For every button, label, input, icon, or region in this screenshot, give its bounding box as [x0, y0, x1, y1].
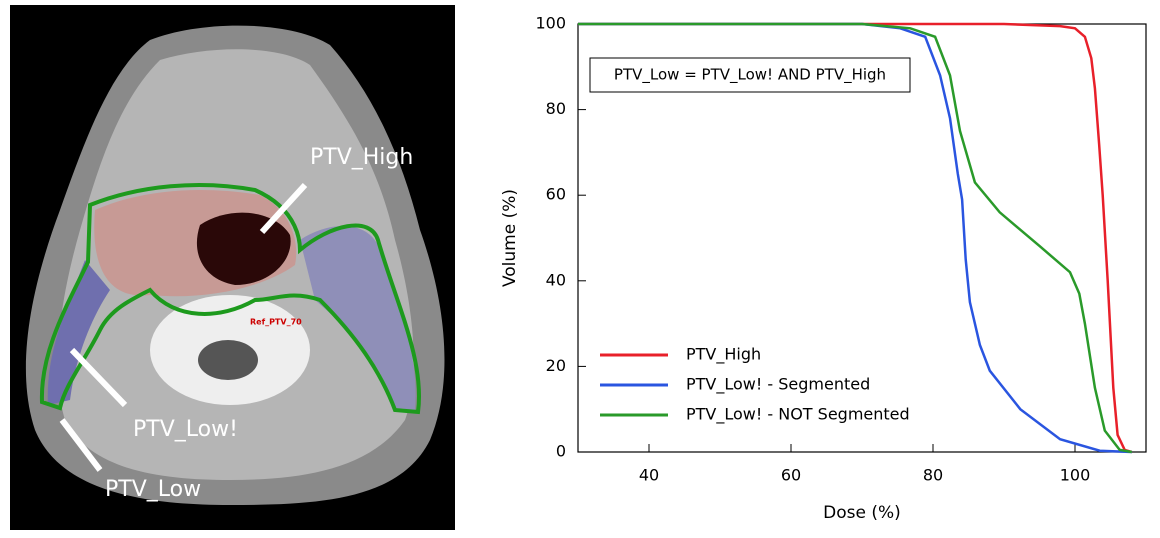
x-axis-label: Dose (%) [823, 503, 901, 523]
spinal-canal [198, 340, 258, 380]
x-tick-label: 100 [1060, 466, 1091, 485]
y-tick-label: 40 [546, 270, 566, 289]
legend-label: PTV_High [686, 345, 761, 365]
label: PTV_Low! [133, 417, 238, 442]
annotation: PTV_Low = PTV_Low! AND PTV_High [614, 66, 886, 85]
dvh-line [578, 22, 1132, 454]
x-tick-label: 40 [639, 466, 659, 485]
y-tick-label: 100 [535, 14, 566, 33]
ptv-outline [39, 183, 421, 415]
label: Ref_PTV_70 [250, 318, 302, 327]
x-tick-label: 80 [923, 466, 943, 485]
ct-image: PTV_High PTV_Low! PTV_Low Ref_PTV_70 [10, 5, 455, 530]
y-tick-label: 0 [556, 442, 566, 461]
annotation-box [589, 57, 911, 93]
y-tick-label: 80 [546, 99, 566, 118]
label: PTV_Low [105, 477, 201, 502]
x-tick-label: 60 [781, 466, 801, 485]
y-tick-label: 60 [546, 185, 566, 204]
dvh-line [578, 22, 1133, 454]
y-tick-label: 20 [546, 356, 566, 375]
dvh-line [578, 22, 1133, 454]
label: PTV_High [310, 145, 413, 170]
legend-label: PTV_Low! - Segmented [686, 375, 870, 395]
plot-frame [577, 23, 1147, 453]
arrows [59, 182, 308, 472]
y-axis-label: Volume (%) [500, 189, 520, 287]
legend-label: PTV_Low! - NOT Segmented [686, 405, 910, 425]
ptv-low-left [47, 260, 110, 405]
